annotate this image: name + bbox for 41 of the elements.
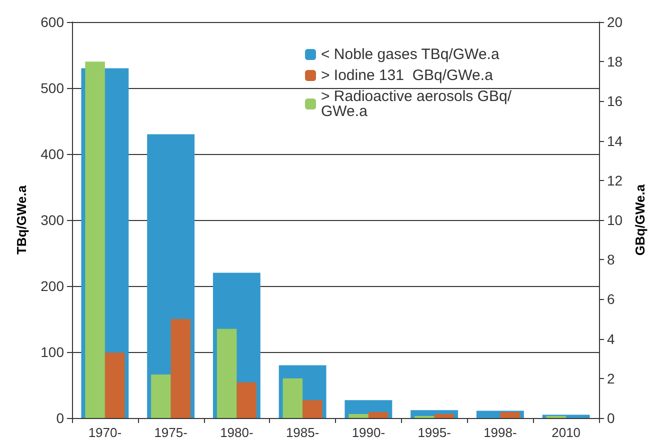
- bar: [348, 414, 368, 418]
- y-tick-label: 200: [40, 278, 64, 294]
- y-tick-label: 600: [40, 14, 64, 30]
- y2-tick-label: 0: [607, 410, 615, 426]
- y2-tick-label: 2: [607, 370, 615, 386]
- y2-tick-label: 12: [607, 172, 623, 188]
- y-tick-label: 500: [40, 80, 64, 96]
- x-tick-label: 1980-: [220, 425, 254, 440]
- y-tick-label: 0: [56, 410, 64, 426]
- x-tick-label: 1990-: [352, 425, 386, 440]
- y2-tick-label: 16: [607, 93, 623, 110]
- y2-tick-label: 10: [607, 212, 623, 228]
- x-tick-label: 1970-: [88, 425, 122, 440]
- y-tick-label: 300: [40, 212, 64, 228]
- legend-label: < Noble gases TBq/GWe.a: [321, 46, 500, 63]
- bar: [216, 328, 237, 418]
- y2-tick-label: 8: [607, 252, 615, 268]
- x-tick-label: 1995-: [418, 425, 451, 440]
- bar: [104, 352, 125, 418]
- bar: [302, 400, 322, 418]
- x-tick-label: 2010: [552, 425, 581, 440]
- x-tick-label: 1998-: [484, 425, 517, 440]
- y2-tick-label: 20: [607, 14, 623, 30]
- y2-tick-label: 6: [607, 291, 615, 308]
- y2-tick-label: 14: [607, 132, 623, 149]
- y2-tick-label: 18: [607, 54, 623, 70]
- legend-label: > Iodine 131 GBq/GWe.a: [321, 67, 494, 84]
- bar: [282, 378, 303, 418]
- bar: [434, 414, 454, 418]
- x-tick-label: 1975-: [154, 425, 188, 440]
- y-tick-label: 100: [40, 344, 64, 360]
- bar: [151, 374, 171, 418]
- bar: [170, 319, 191, 418]
- bar: [236, 382, 256, 418]
- y2-axis-title: GBq/GWe.a: [632, 184, 648, 256]
- bar: [368, 412, 388, 418]
- y2-tick-label: 4: [607, 330, 615, 347]
- x-tick-label: 1985-: [286, 425, 320, 440]
- y-tick-label: 400: [40, 146, 64, 162]
- y-axis-title: TBq/GWe.a: [14, 184, 29, 255]
- legend-label: > Radioactive aerosols GBq/GWe.a: [321, 88, 512, 120]
